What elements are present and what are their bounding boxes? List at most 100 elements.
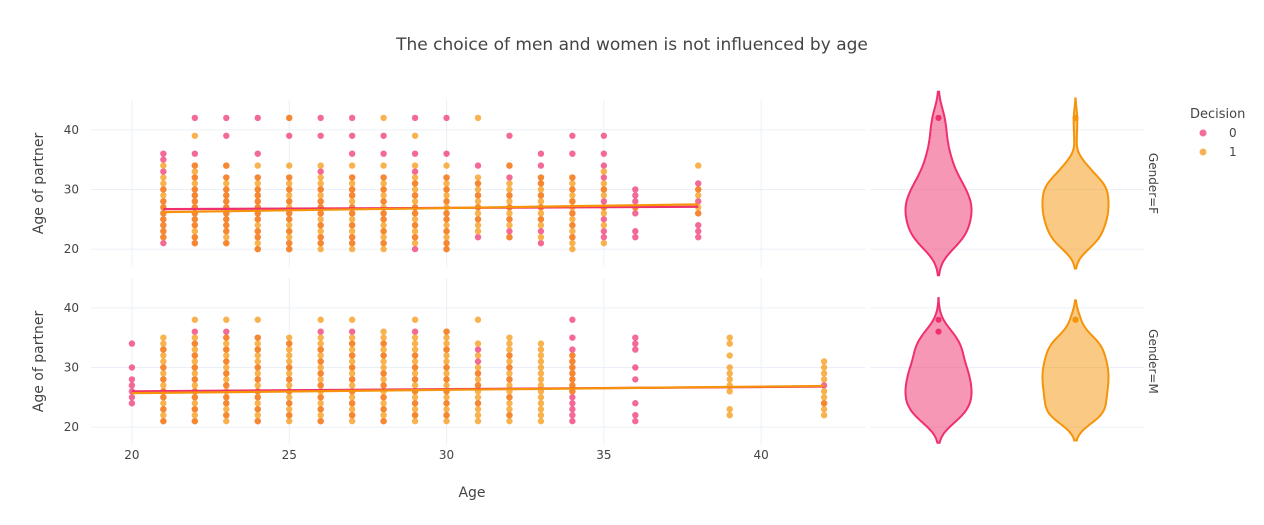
data-point[interactable] <box>632 192 639 199</box>
data-point[interactable] <box>537 417 545 425</box>
data-point[interactable] <box>380 198 387 205</box>
data-point[interactable] <box>223 417 230 425</box>
data-point[interactable] <box>474 316 482 323</box>
data-point[interactable] <box>506 352 513 359</box>
data-point[interactable] <box>537 346 545 353</box>
data-point[interactable] <box>569 150 576 157</box>
data-point[interactable] <box>317 358 324 365</box>
data-point[interactable] <box>443 245 450 253</box>
data-point[interactable] <box>286 216 293 223</box>
data-point[interactable] <box>443 222 450 229</box>
data-point[interactable] <box>223 198 230 205</box>
data-point[interactable] <box>317 316 324 323</box>
data-point[interactable] <box>348 358 356 365</box>
data-point[interactable] <box>380 210 387 217</box>
data-point[interactable] <box>286 376 293 383</box>
data-point[interactable] <box>600 132 608 139</box>
data-point[interactable] <box>254 228 261 235</box>
data-point[interactable] <box>820 406 828 413</box>
data-point[interactable] <box>380 222 387 229</box>
data-point[interactable] <box>380 346 387 353</box>
data-point[interactable] <box>317 400 324 407</box>
data-point[interactable] <box>506 132 513 139</box>
data-point[interactable] <box>569 228 576 235</box>
data-point[interactable] <box>411 162 419 169</box>
data-point[interactable] <box>569 210 576 217</box>
data-point[interactable] <box>411 417 419 425</box>
data-point[interactable] <box>506 210 513 217</box>
data-point[interactable] <box>380 370 387 377</box>
data-point[interactable] <box>223 186 230 193</box>
data-point[interactable] <box>191 370 199 377</box>
data-point[interactable] <box>348 245 356 253</box>
data-point[interactable] <box>569 346 576 353</box>
data-point[interactable] <box>474 417 482 425</box>
data-point[interactable] <box>632 186 639 193</box>
data-point[interactable] <box>191 394 199 401</box>
data-point[interactable] <box>348 233 356 241</box>
data-point[interactable] <box>569 192 576 199</box>
data-point[interactable] <box>537 358 545 365</box>
data-point[interactable] <box>348 186 356 193</box>
data-point[interactable] <box>474 210 482 217</box>
data-point[interactable] <box>223 411 230 419</box>
violin-1[interactable] <box>1041 97 1110 270</box>
data-point[interactable] <box>380 328 387 335</box>
data-point[interactable] <box>474 180 482 187</box>
data-point[interactable] <box>317 239 324 247</box>
data-point[interactable] <box>317 233 324 241</box>
data-point[interactable] <box>600 168 608 175</box>
data-point[interactable] <box>506 382 513 389</box>
data-point[interactable] <box>537 340 545 347</box>
data-point[interactable] <box>537 198 545 205</box>
data-point[interactable] <box>569 132 576 139</box>
data-point[interactable] <box>223 228 230 235</box>
data-point[interactable] <box>254 216 261 223</box>
data-point[interactable] <box>254 222 261 229</box>
data-point[interactable] <box>286 346 293 353</box>
data-point[interactable] <box>348 222 356 229</box>
data-point[interactable] <box>380 245 387 253</box>
data-point[interactable] <box>380 228 387 235</box>
data-point[interactable] <box>443 198 450 205</box>
data-point[interactable] <box>380 400 387 407</box>
data-point[interactable] <box>600 216 608 223</box>
data-point[interactable] <box>443 376 450 383</box>
data-point[interactable] <box>695 228 702 235</box>
data-point[interactable] <box>286 180 293 187</box>
data-point[interactable] <box>695 210 702 217</box>
data-point[interactable] <box>191 186 199 193</box>
data-point[interactable] <box>443 370 450 377</box>
data-point[interactable] <box>443 406 450 413</box>
data-point[interactable] <box>632 376 639 383</box>
data-point[interactable] <box>443 340 450 347</box>
data-point[interactable] <box>411 394 419 401</box>
data-point[interactable] <box>569 382 576 389</box>
data-point[interactable] <box>695 222 702 229</box>
data-point[interactable] <box>474 376 482 383</box>
data-point[interactable] <box>254 114 261 122</box>
data-point[interactable] <box>286 198 293 205</box>
data-point[interactable] <box>600 180 608 187</box>
data-point[interactable] <box>380 382 387 389</box>
data-point[interactable] <box>443 346 450 353</box>
data-point[interactable] <box>411 316 419 323</box>
data-point[interactable] <box>191 364 199 371</box>
data-point[interactable] <box>160 233 167 241</box>
data-point[interactable] <box>191 340 199 347</box>
data-point[interactable] <box>348 132 356 139</box>
data-point[interactable] <box>820 358 828 365</box>
data-point[interactable] <box>506 400 513 407</box>
data-point[interactable] <box>317 114 324 122</box>
data-point[interactable] <box>537 406 545 413</box>
data-point[interactable] <box>223 394 230 401</box>
data-point[interactable] <box>506 233 513 241</box>
data-point[interactable] <box>411 168 419 175</box>
data-point[interactable] <box>254 417 261 425</box>
data-point[interactable] <box>317 382 324 389</box>
data-point[interactable] <box>128 364 136 371</box>
data-point[interactable] <box>506 358 513 365</box>
data-point[interactable] <box>537 239 545 247</box>
data-point[interactable] <box>317 340 324 347</box>
data-point[interactable] <box>191 168 199 175</box>
